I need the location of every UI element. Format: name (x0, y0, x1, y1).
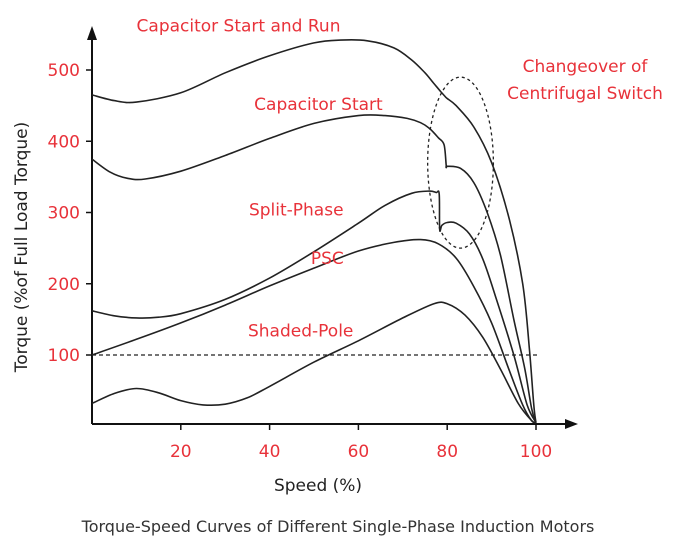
x-tick-label: 100 (520, 442, 552, 462)
curve-split-phase (91, 190, 537, 424)
x-tick-label: 80 (436, 442, 458, 462)
y-tick-label: 500 (48, 61, 80, 81)
x-axis-title: Speed (%) (274, 476, 362, 496)
figure-caption: Torque-Speed Curves of Different Single-… (81, 517, 595, 536)
annotation-line-2: Centrifugal Switch (507, 84, 663, 104)
y-tick-label: 100 (48, 346, 80, 366)
curve-psc (91, 238, 537, 424)
y-axis-title: Torque (%of Full Load Torque) (12, 122, 32, 374)
y-tick-label: 300 (48, 204, 80, 224)
y-tick-label: 200 (48, 275, 80, 295)
y-axis-arrow (87, 26, 97, 40)
label-psc: PSC (311, 249, 344, 269)
label-capacitor-start-and-run: Capacitor Start and Run (137, 17, 341, 37)
label-split-phase: Split-Phase (249, 200, 344, 220)
switch-changeover-ellipse (427, 76, 495, 249)
label-shaded-pole: Shaded-Pole (248, 321, 353, 341)
curve-capacitor-start-and-run (91, 39, 537, 423)
curve-capacitor-start (91, 114, 537, 423)
x-tick-label: 20 (170, 442, 192, 462)
annotation-line-1: Changeover of (523, 57, 649, 77)
x-tick-label: 60 (348, 442, 370, 462)
x-axis-arrow (565, 419, 578, 429)
x-tick-label: 40 (259, 442, 281, 462)
y-tick-label: 400 (48, 132, 80, 152)
label-capacitor-start: Capacitor Start (254, 95, 383, 115)
curve-shaded-pole (91, 301, 537, 424)
torque-speed-chart: 20 40 60 80 100 100 200 300 400 500 Speed (%) Torqu… (12, 17, 663, 496)
